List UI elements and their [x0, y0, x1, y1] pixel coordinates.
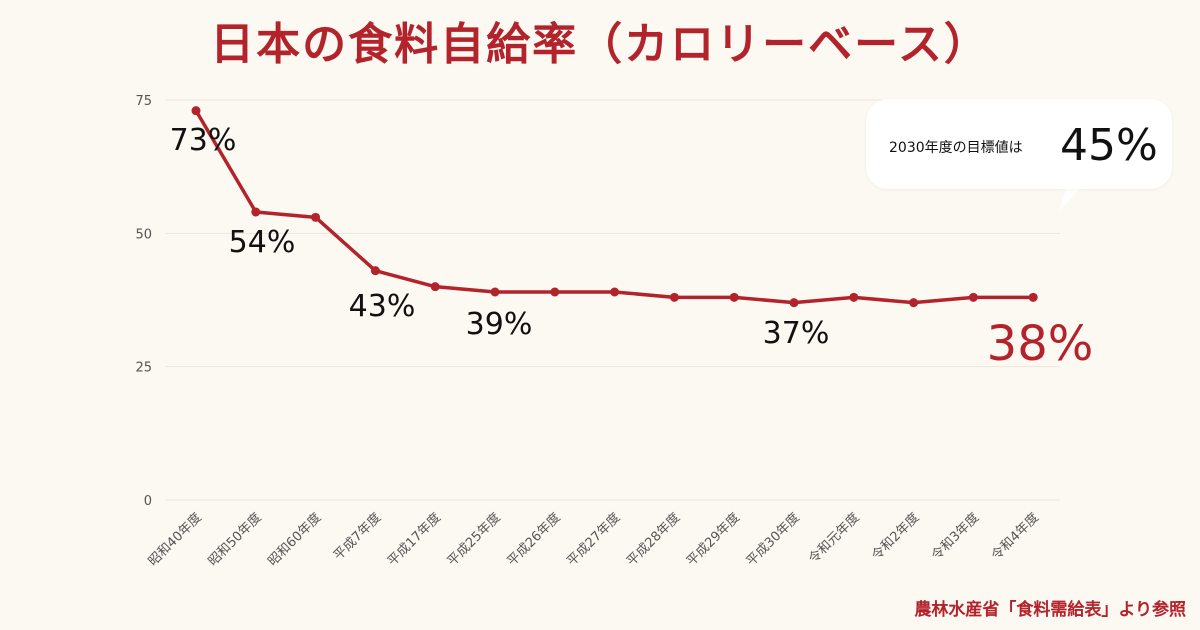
- x-tick-label: 平成29年度: [683, 510, 743, 570]
- y-tick-label: 75: [135, 94, 152, 109]
- x-tick-label: 令和元年度: [805, 510, 862, 567]
- source-note: 農林水産省「食料需給表」より参照: [914, 600, 1186, 620]
- data-point: [490, 287, 500, 297]
- data-point: [251, 207, 261, 217]
- data-point: [669, 292, 679, 302]
- x-tick-label: 平成27年度: [564, 510, 624, 570]
- y-tick-label: 50: [135, 227, 152, 242]
- x-tick-label: 令和2年度: [868, 510, 922, 564]
- callout-bubble: [866, 99, 1172, 189]
- x-tick-label: 令和4年度: [988, 510, 1042, 564]
- callout-value: 45%: [1060, 120, 1158, 171]
- data-point: [849, 292, 859, 302]
- data-point: [191, 106, 201, 116]
- data-point: [968, 292, 978, 302]
- data-point: [311, 212, 321, 222]
- data-point: [909, 298, 919, 308]
- data-point: [370, 266, 380, 276]
- data-point: [550, 287, 560, 297]
- x-tick-label: 平成7年度: [330, 510, 384, 564]
- data-point: [1028, 292, 1038, 302]
- x-tick-label: 昭和40年度: [145, 510, 205, 570]
- x-tick-label: 令和3年度: [928, 510, 982, 564]
- data-label: 54%: [229, 225, 296, 260]
- x-tick-label: 昭和60年度: [265, 510, 325, 570]
- data-point: [430, 282, 440, 292]
- data-label: 73%: [170, 123, 237, 158]
- data-point: [610, 287, 620, 297]
- x-tick-label: 平成28年度: [623, 510, 683, 570]
- y-tick-label: 0: [144, 494, 152, 509]
- chart-title: 日本の食料自給率（カロリーベース）: [210, 19, 990, 70]
- x-tick-label: 平成26年度: [504, 510, 564, 570]
- data-label: 38%: [987, 316, 1094, 372]
- data-point: [789, 298, 799, 308]
- callout-text: 2030年度の目標値は: [889, 140, 1023, 156]
- x-tick-label: 平成30年度: [743, 510, 803, 570]
- data-point: [729, 292, 739, 302]
- data-label: 39%: [466, 307, 533, 342]
- y-tick-label: 25: [135, 361, 152, 376]
- x-tick-label: 平成17年度: [384, 510, 444, 570]
- x-tick-label: 平成25年度: [444, 510, 504, 570]
- data-label: 43%: [349, 289, 416, 324]
- x-tick-label: 昭和50年度: [205, 510, 265, 570]
- data-label: 37%: [763, 316, 830, 351]
